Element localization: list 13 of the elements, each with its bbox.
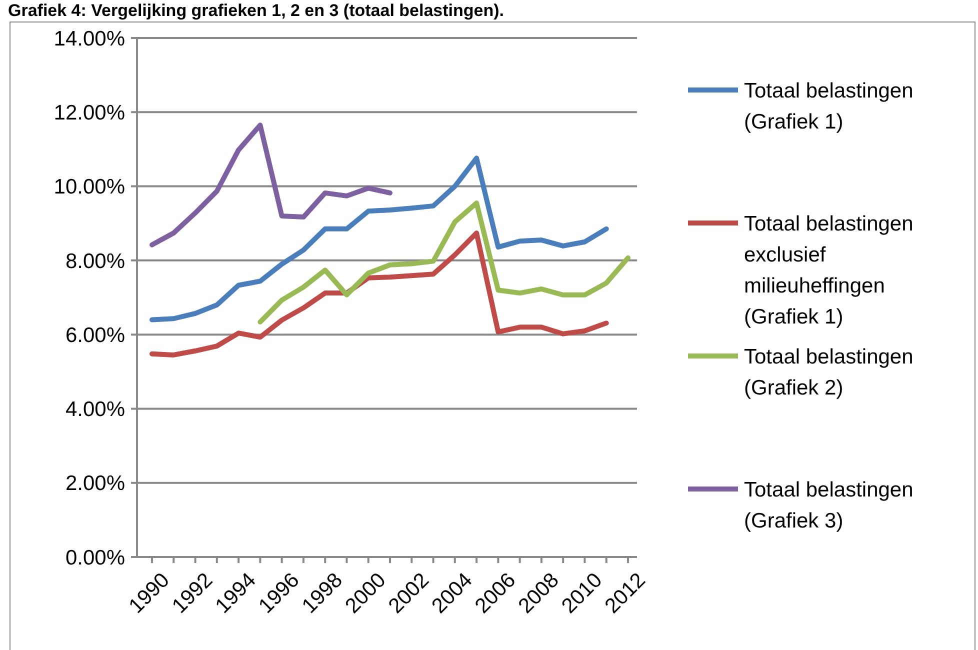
- y-tick-label: 10.00%: [54, 176, 125, 199]
- legend-label: Totaal belastingen exclusief milieuheffingen (Grafiek 1): [744, 212, 914, 328]
- y-tick-label: 12.00%: [54, 101, 125, 124]
- y-tick-label: 4.00%: [65, 398, 125, 422]
- y-tick-label: 0.00%: [65, 546, 125, 570]
- y-tick-label: 8.00%: [65, 250, 125, 273]
- y-tick-label: 6.00%: [65, 324, 125, 347]
- legend-label: Totaal belastingen (Grafiek 1): [744, 79, 914, 134]
- legend-label: Totaal belastingen (Grafiek 2): [744, 345, 914, 400]
- legend-label: Totaal belastingen (Grafiek 3): [744, 478, 914, 532]
- y-tick-label: 14.00%: [54, 27, 125, 50]
- y-tick-label: 2.00%: [65, 472, 125, 496]
- chart-title: Grafiek 4: Vergelijking grafieken 1, 2 en 3 (totaal belastingen).: [8, 1, 504, 20]
